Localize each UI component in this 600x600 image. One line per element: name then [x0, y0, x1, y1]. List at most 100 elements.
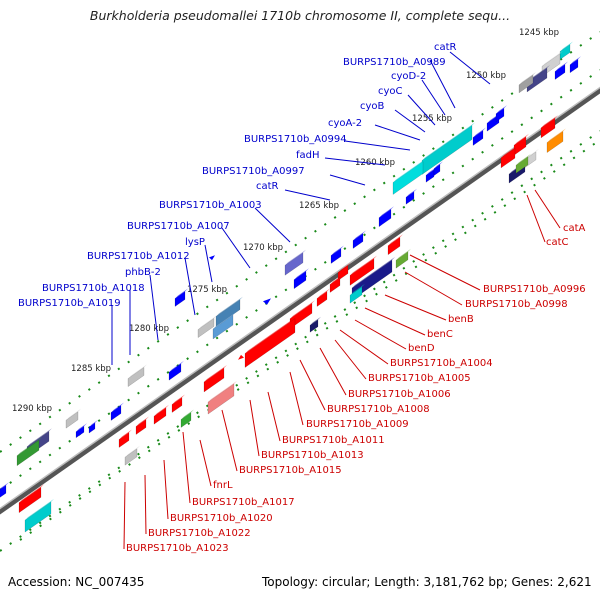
- reverse-gene-block: [153, 407, 167, 425]
- forward-gene-label: lysP: [185, 237, 205, 248]
- reverse-label-leader: [339, 329, 389, 365]
- forward-gene-block-top: [169, 360, 184, 373]
- forward-gene-block: [284, 252, 304, 276]
- reverse-gene-label: BURPS1710b_A1011: [282, 435, 385, 446]
- forward-label-leader: [421, 79, 446, 116]
- reverse-label-leader: [319, 347, 347, 396]
- forward-label-leader: [184, 257, 196, 316]
- forward-label-leader: [449, 51, 491, 85]
- forward-gene-block: [433, 163, 441, 177]
- forward-gene-block: [127, 366, 145, 388]
- reverse-label-leader: [534, 189, 561, 229]
- reverse-label-leader: [384, 294, 447, 321]
- map-title: Burkholderia pseudomallei 1710b chromoso…: [89, 8, 511, 23]
- kbp-tick-label: 1250 kbp: [466, 71, 506, 81]
- forward-gene-label: cyoD-2: [391, 71, 426, 82]
- reverse-gene-block-top: [541, 115, 558, 128]
- reverse-gene-block-top: [330, 274, 343, 285]
- reverse-gene-block-top: [181, 409, 194, 420]
- forward-gene-block-top: [175, 288, 188, 299]
- forward-label-leader: [204, 244, 213, 283]
- forward-gene-label: BURPS1710b_A0989: [343, 57, 446, 68]
- reverse-gene-label: BURPS1710b_A1023: [126, 543, 229, 554]
- forward-gene-block: [495, 107, 505, 123]
- forward-gene-label: cyoC: [378, 86, 403, 97]
- forward-gene-block: [330, 248, 342, 264]
- forward-gene-label: BURPS1710b_A1007: [127, 221, 230, 232]
- forward-gene-block: [75, 425, 85, 439]
- reverse-gene-label: catC: [546, 237, 569, 248]
- reverse-gene-block: [387, 236, 401, 256]
- forward-label-leader: [344, 140, 411, 151]
- reverse-gene-block-top: [338, 262, 351, 273]
- forward-gene-block-top: [519, 72, 536, 85]
- reverse-gene-block: [180, 412, 192, 428]
- forward-gene-block-top: [555, 61, 568, 72]
- topology-text: Topology: circular; Length: 3,181,762 bp…: [262, 575, 592, 589]
- kbp-tick-label: 1245 kbp: [519, 28, 559, 38]
- forward-gene-block-top: [422, 122, 475, 161]
- forward-gene-label: BURPS1710b_A1003: [159, 200, 262, 211]
- reverse-label-leader: [249, 399, 260, 457]
- forward-gene-label: catR: [256, 181, 279, 192]
- forward-gene-block-top: [353, 230, 366, 241]
- reverse-gene-block-top: [204, 365, 227, 382]
- reverse-gene-block-top: [352, 257, 395, 288]
- kbp-tick-label: 1290 kbp: [12, 404, 52, 414]
- forward-gene-block-top: [294, 268, 309, 280]
- forward-gene-block: [405, 191, 415, 205]
- reverse-label-leader: [221, 409, 238, 472]
- forward-label-leader: [221, 227, 251, 269]
- forward-gene-block: [378, 208, 392, 228]
- forward-gene-block-top: [379, 206, 394, 218]
- forward-outer-dotted-track: [0, 31, 600, 453]
- forward-gene-block-top: [331, 245, 344, 256]
- kbp-tick-label: 1280 kbp: [129, 324, 169, 334]
- reverse-gene-block-top: [119, 429, 132, 440]
- forward-gene-block-top: [570, 56, 581, 65]
- reverse-gene-block: [309, 319, 319, 333]
- forward-gene-block: [0, 484, 7, 498]
- kbp-tick-label: 1270 kbp: [243, 243, 283, 253]
- reverse-gene-label: benB: [448, 314, 474, 325]
- reverse-label-leader: [334, 339, 367, 380]
- reverse-gene-block-top: [350, 255, 377, 276]
- reverse-label-leader: [182, 431, 191, 504]
- reverse-label-leader: [299, 359, 326, 411]
- forward-label-leader: [407, 94, 436, 126]
- reverse-label-leader: [409, 254, 481, 291]
- forward-gene-label: cyoA-2: [328, 118, 362, 129]
- forward-gene-block: [197, 317, 215, 339]
- forward-gene-block: [65, 411, 79, 429]
- reverse-gene-label: BURPS1710b_A1005: [368, 373, 471, 384]
- kbp-tick-label: 1260 kbp: [355, 158, 395, 168]
- reverse-gene-block: [203, 367, 225, 393]
- forward-gene-block-top: [76, 423, 87, 432]
- forward-gene-block: [110, 405, 122, 421]
- reverse-label-leader: [144, 474, 147, 535]
- forward-gene-block-top: [198, 315, 217, 330]
- accession-text: Accession: NC_007435: [8, 575, 145, 589]
- forward-label-leader: [429, 59, 456, 109]
- forward-gene-label: cyoB: [360, 101, 385, 112]
- reverse-gene-block-top: [547, 128, 566, 143]
- reverse-gene-block: [515, 156, 529, 174]
- reverse-gene-block-top: [154, 404, 169, 417]
- reverse-label-leader: [163, 459, 169, 520]
- forward-label-leader: [394, 109, 426, 133]
- reverse-gene-block-top: [245, 315, 298, 354]
- reverse-gene-label: BURPS1710b_A0996: [483, 284, 586, 295]
- reverse-gene-block: [349, 286, 363, 304]
- forward-gene-block-top: [393, 158, 426, 183]
- forward-gene-block: [392, 161, 424, 195]
- reverse-label-leader: [354, 319, 407, 350]
- backbone-highlight: [0, 86, 600, 510]
- forward-gene-label: phbB-2: [125, 267, 161, 278]
- reverse-gene-block-top: [172, 394, 185, 405]
- reverse-gene-label: BURPS1710b_A1020: [170, 513, 273, 524]
- reverse-gene-label: BURPS1710b_A1004: [390, 358, 493, 369]
- forward-gene-block: [518, 74, 534, 94]
- forward-gene-block-top: [542, 50, 563, 67]
- reverse-gene-block-top: [125, 445, 140, 458]
